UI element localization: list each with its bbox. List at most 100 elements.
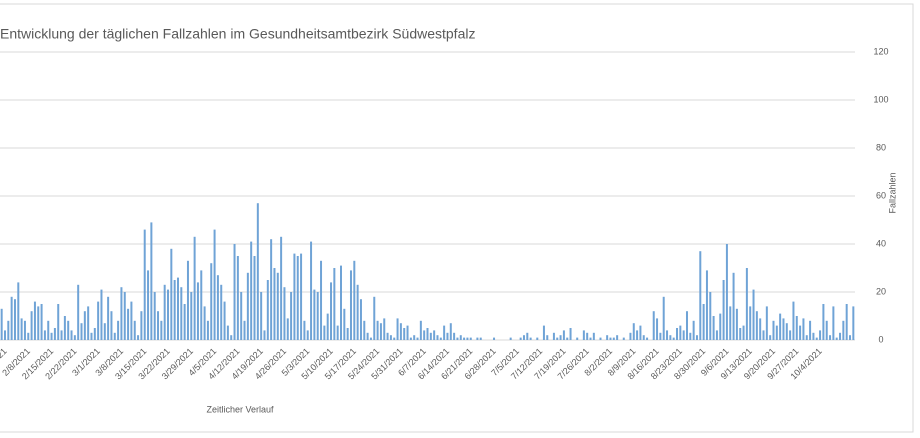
bar [685,311,688,340]
bar [443,325,446,340]
bar [147,270,150,340]
bar [453,332,456,340]
bar [522,335,525,340]
bar [300,253,303,340]
bar [333,268,336,340]
bar [666,330,669,340]
bar [206,320,209,340]
bar [117,320,120,340]
bar [286,318,289,340]
bar [359,299,362,340]
bar [629,332,632,340]
bar [113,332,116,340]
bar [263,330,266,340]
bar [153,292,156,340]
bar [236,256,239,340]
bar [170,248,173,340]
bar [659,332,662,340]
bar [330,282,333,340]
bar [87,306,90,340]
bar [799,325,802,340]
bar [466,337,469,340]
bar [346,328,349,340]
bar [606,335,609,340]
bar [3,330,6,340]
bar [63,316,66,340]
bar [143,229,146,340]
bar [456,337,459,340]
bar [296,256,299,340]
bar [669,335,672,340]
bar [266,280,269,340]
bar [396,318,399,340]
bar [196,282,199,340]
bar [413,335,416,340]
bar [210,263,213,340]
bar [47,320,50,340]
bar [399,323,402,340]
y-tick-label: 80 [876,142,886,152]
bar [849,335,852,340]
bar [260,292,263,340]
bar [822,304,825,340]
bar [705,270,708,340]
bar [107,296,110,340]
bar [323,325,326,340]
bar [695,335,698,340]
bar [592,332,595,340]
bar [293,253,296,340]
bar [682,330,685,340]
bar [829,335,832,340]
bar [120,287,123,340]
bar [233,244,236,340]
bar [719,313,722,340]
bar [639,325,642,340]
bar [622,337,625,340]
bar [589,337,592,340]
bar [609,337,612,340]
bar [57,304,60,340]
bar [50,332,53,340]
bar [17,282,20,340]
bar [636,330,639,340]
bar [33,301,36,340]
bar [782,318,785,340]
bar [130,301,133,340]
bar [612,337,615,340]
bar [419,320,422,340]
bar [632,323,635,340]
bar [80,323,83,340]
bar [676,328,679,340]
bar [449,323,452,340]
bar [552,332,555,340]
bar [157,311,160,340]
bar [303,320,306,340]
bar [765,306,768,340]
bar [103,323,106,340]
bar [709,292,712,340]
bar [243,320,246,340]
bar [250,241,253,340]
bar [529,337,532,340]
bar [446,332,449,340]
bar [283,287,286,340]
bar [559,335,562,340]
bar [519,337,522,340]
bar [60,330,63,340]
bar [692,320,695,340]
bar [253,256,256,340]
bar [77,284,80,340]
y-tick-label: 20 [876,286,886,296]
bar [7,320,10,340]
bar [426,328,429,340]
bar [812,332,815,340]
y-tick-label: 120 [873,46,888,56]
bar [173,280,176,340]
bar [163,284,166,340]
bar [439,337,442,340]
bar [752,289,755,340]
bar [340,265,342,340]
bar [569,328,572,340]
bar [326,313,329,340]
bar [479,337,482,340]
